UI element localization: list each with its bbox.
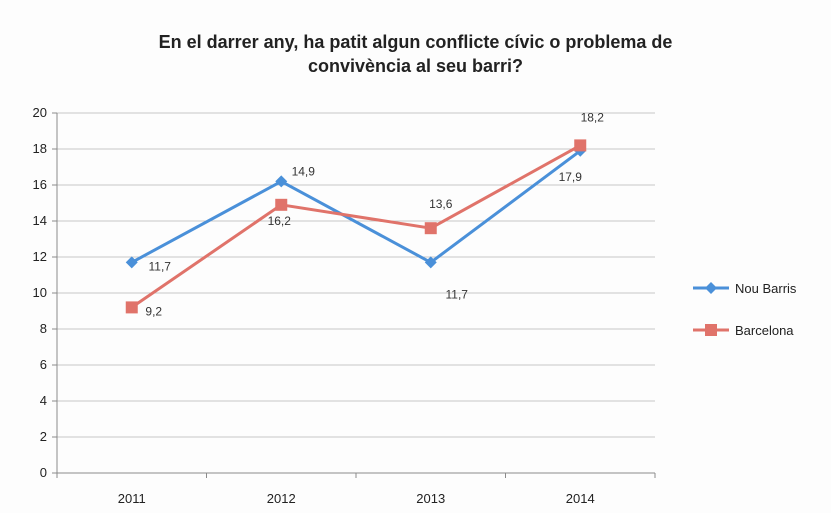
y-tick-label: 4 [40, 393, 47, 408]
axes: 0 2 4 6 8 10 12 14 16 18 20 2011 2012 2013 2014 [33, 105, 656, 506]
y-tick-label: 2 [40, 429, 47, 444]
data-point [275, 175, 288, 188]
data-label: 18,2 [581, 110, 605, 124]
data-labels: 11,7 14,9 11,7 17,9 9,2 16,2 13,6 18,2 [145, 110, 604, 318]
x-tick-label: 2013 [416, 491, 445, 506]
legend: Nou Barris Barcelona [693, 281, 797, 338]
series-line-barcelona [130, 144, 581, 309]
y-tick-label: 6 [40, 357, 47, 372]
y-tick-label: 18 [33, 141, 47, 156]
legend-marker [705, 282, 717, 294]
y-tick-label: 0 [40, 465, 47, 480]
series-line-nou-barris [131, 149, 582, 264]
data-label: 9,2 [145, 304, 162, 318]
data-label: 13,6 [429, 197, 453, 211]
data-label: 14,9 [292, 164, 316, 178]
data-label: 16,2 [268, 214, 292, 228]
y-tick-label: 10 [33, 285, 47, 300]
y-tick-label: 12 [33, 249, 47, 264]
data-label: 11,7 [446, 287, 469, 301]
y-tick-label: 16 [33, 177, 47, 192]
grid [57, 112, 655, 474]
legend-label: Barcelona [735, 323, 794, 338]
chart-title: En el darrer any, ha patit algun conflic… [0, 30, 831, 78]
x-tick-label: 2012 [267, 491, 296, 506]
data-label: 17,9 [559, 170, 583, 184]
data-point [424, 256, 437, 269]
chart-title-line-2: convivència al seu barri? [307, 56, 524, 76]
legend-marker [705, 324, 717, 336]
chart-title-line-1: En el darrer any, ha patit algun conflic… [158, 32, 673, 52]
data-point [125, 256, 138, 269]
x-tick-label: 2011 [118, 491, 146, 506]
data-point [125, 301, 138, 314]
y-tick-label: 8 [40, 321, 47, 336]
legend-label: Nou Barris [735, 281, 797, 296]
x-tick-label: 2014 [566, 491, 595, 506]
series [125, 139, 587, 314]
data-point [424, 222, 437, 235]
data-point [275, 198, 288, 211]
y-tick-label: 20 [33, 105, 47, 120]
data-label: 11,7 [149, 259, 172, 273]
data-point [574, 139, 587, 152]
y-tick-label: 14 [33, 213, 47, 228]
